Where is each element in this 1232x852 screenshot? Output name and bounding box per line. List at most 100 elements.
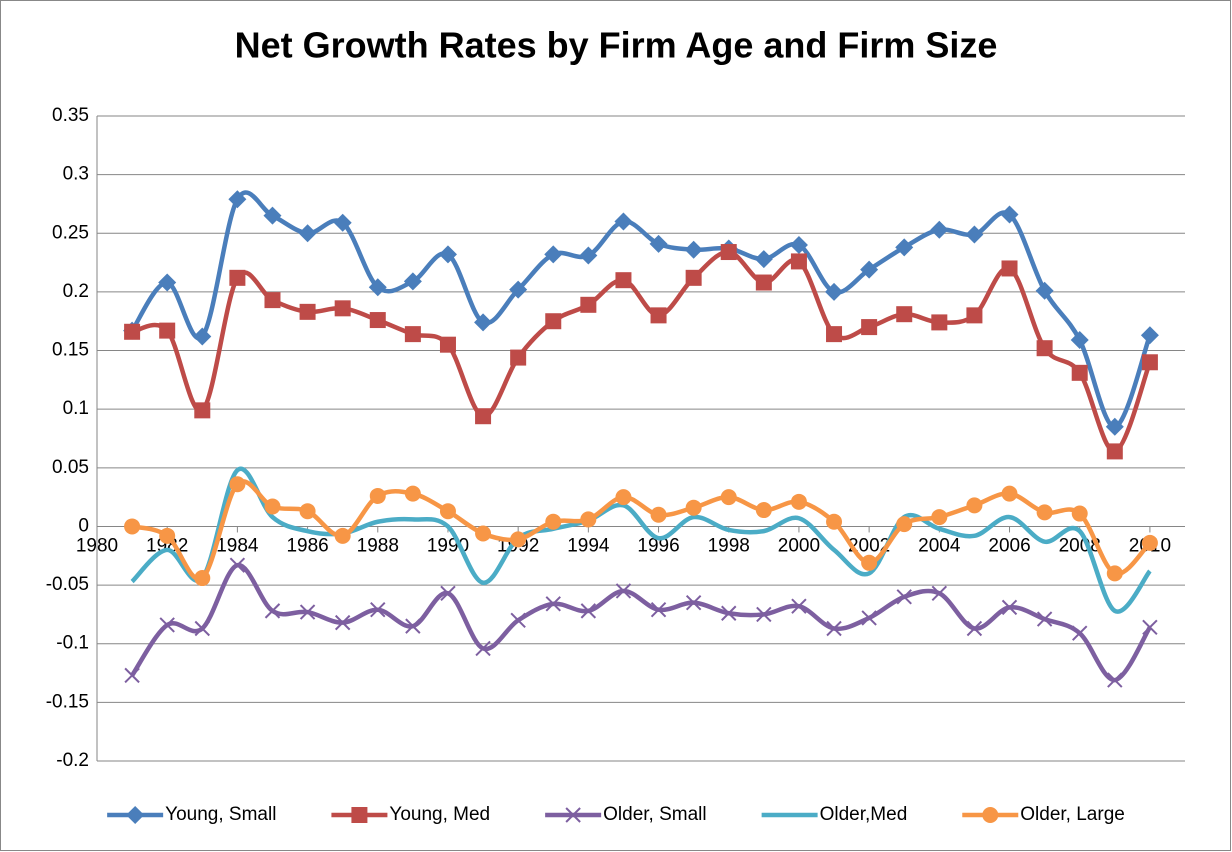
marker xyxy=(404,326,421,343)
marker xyxy=(510,612,526,628)
marker xyxy=(194,620,210,637)
marker xyxy=(650,506,667,523)
marker xyxy=(159,322,176,339)
marker xyxy=(124,323,141,340)
marker xyxy=(1071,505,1088,522)
marker xyxy=(439,336,456,353)
marker xyxy=(615,272,632,289)
marker xyxy=(861,554,878,571)
marker xyxy=(475,640,491,657)
marker xyxy=(403,272,422,291)
marker xyxy=(124,667,140,684)
marker xyxy=(1072,625,1088,641)
marker xyxy=(861,319,878,336)
marker xyxy=(299,303,316,320)
legend-label: Older,Med xyxy=(820,804,908,825)
x-tick-label: 2004 xyxy=(918,535,961,556)
x-tick-label: 1994 xyxy=(567,535,610,556)
y-tick-label: 0 xyxy=(78,515,89,536)
marker xyxy=(966,307,983,324)
marker xyxy=(229,269,246,286)
x-tick-label: 1986 xyxy=(286,535,328,556)
y-tick-label: -0.1 xyxy=(56,633,89,654)
y-tick-label: 0.25 xyxy=(52,222,89,243)
marker xyxy=(755,274,772,291)
marker xyxy=(614,212,633,231)
marker xyxy=(1107,672,1123,688)
y-tick-label: 0.3 xyxy=(63,164,89,185)
series-line xyxy=(130,190,1153,430)
marker xyxy=(264,603,281,619)
y-tick-label: -0.2 xyxy=(56,750,89,771)
marker xyxy=(299,503,316,520)
marker xyxy=(896,516,913,533)
marker xyxy=(1106,565,1123,582)
marker xyxy=(298,224,317,243)
marker xyxy=(545,313,562,330)
marker xyxy=(509,280,528,299)
y-tick-label: 0.1 xyxy=(63,398,89,419)
marker xyxy=(1106,443,1123,460)
marker xyxy=(1070,330,1089,349)
marker xyxy=(334,527,351,544)
marker xyxy=(1001,260,1018,277)
marker xyxy=(895,238,914,257)
marker xyxy=(580,296,597,313)
legend: Young, Small Young, Med Older, Small Older,… xyxy=(107,804,1125,825)
marker xyxy=(439,503,456,520)
marker xyxy=(405,618,421,634)
marker xyxy=(1035,281,1054,300)
x-tick-label: 1988 xyxy=(357,535,399,556)
marker xyxy=(931,314,948,331)
marker xyxy=(333,213,352,232)
marker xyxy=(860,260,879,279)
marker xyxy=(159,527,176,544)
marker xyxy=(1142,619,1158,636)
marker xyxy=(931,585,948,602)
marker xyxy=(124,518,141,535)
marker xyxy=(159,617,175,633)
marker xyxy=(826,620,842,637)
marker xyxy=(1140,326,1159,345)
marker xyxy=(615,489,632,506)
marker xyxy=(334,614,351,631)
marker xyxy=(791,598,807,614)
marker xyxy=(649,234,668,253)
chart-title: Net Growth Rates by Firm Age and Firm Si… xyxy=(235,25,998,66)
y-tick-label: 0.2 xyxy=(63,281,89,302)
y-tick-label: 0.15 xyxy=(52,340,89,361)
marker xyxy=(790,253,807,270)
legend-label: Young, Small xyxy=(165,804,276,825)
marker xyxy=(966,497,983,514)
marker xyxy=(475,408,492,425)
x-tick-label: 2000 xyxy=(778,535,820,556)
marker xyxy=(368,278,387,297)
marker xyxy=(1036,504,1053,521)
marker xyxy=(896,306,913,323)
marker xyxy=(228,190,247,209)
marker xyxy=(1001,485,1018,502)
series-line xyxy=(131,249,1153,454)
marker xyxy=(650,602,667,618)
marker xyxy=(438,245,457,264)
marker xyxy=(263,206,282,225)
marker xyxy=(264,498,281,515)
marker xyxy=(440,585,456,602)
y-tick-label: -0.15 xyxy=(46,691,89,712)
marker xyxy=(1071,364,1088,381)
marker xyxy=(1105,417,1124,436)
marker xyxy=(1036,611,1053,627)
marker xyxy=(982,807,999,823)
marker xyxy=(896,589,912,605)
marker xyxy=(158,273,177,292)
marker xyxy=(789,236,808,254)
marker xyxy=(720,489,737,506)
x-tick-label: 1996 xyxy=(637,535,679,556)
marker xyxy=(1001,599,1018,616)
marker xyxy=(229,476,246,493)
marker xyxy=(370,602,386,618)
marker xyxy=(299,604,316,620)
marker xyxy=(650,307,667,324)
marker xyxy=(721,605,737,621)
